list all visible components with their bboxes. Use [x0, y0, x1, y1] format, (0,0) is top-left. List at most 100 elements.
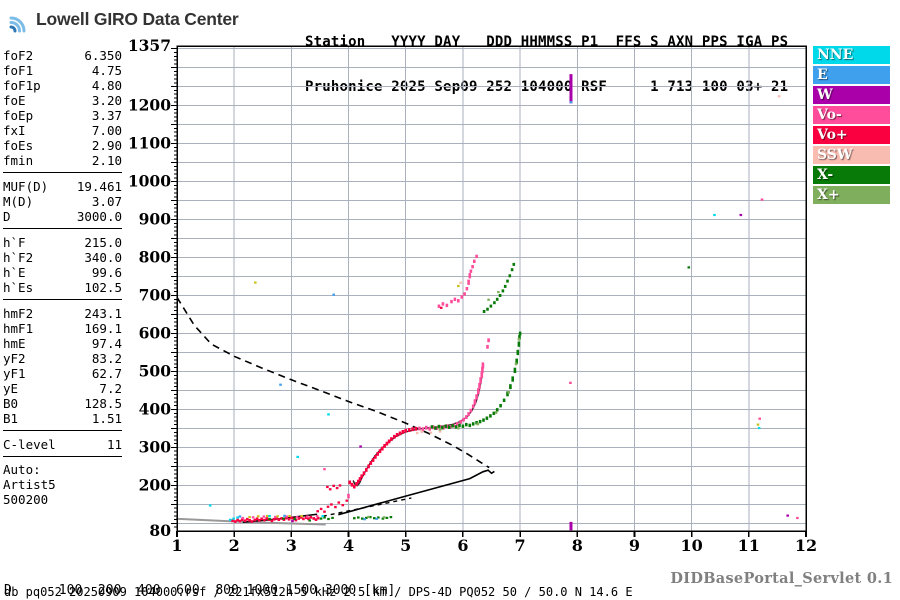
param-row-h`F: h`F 215.0: [3, 235, 122, 250]
echo-dot: [240, 518, 244, 521]
echo-dot: [739, 213, 743, 217]
echo-dot: [284, 516, 288, 520]
echo-dot: [447, 425, 451, 429]
echo-dot: [758, 417, 761, 420]
echo-dot: [381, 446, 384, 451]
echo-dot: [421, 427, 425, 432]
echo-direction-legend: NNE E W Vo- Vo+ SSW X- X+: [813, 46, 890, 206]
echo-dot: [465, 422, 468, 427]
echo-dot: [468, 273, 472, 279]
echo-dot: [513, 367, 517, 373]
echo-dot: [450, 299, 453, 304]
echo-dot: [275, 516, 278, 520]
parameter-group: h`F 215.0 h`F2 340.0 h`E 99.6 h`Es 102.5: [3, 231, 122, 300]
echo-dot: [459, 281, 462, 284]
autoscaler-info: Auto: Artist5 500200: [3, 462, 122, 507]
echo-dot: [453, 297, 457, 301]
echo-dot: [506, 279, 509, 283]
param-row-B1: B1 1.51: [3, 411, 122, 426]
echo-dot: [430, 425, 434, 429]
parameter-group: foF2 6.350 foF1 4.75 foF1p 4.80 foE 3.20 foEp 3.3…: [3, 44, 122, 173]
echo-dot: [760, 198, 764, 201]
echo-dot: [236, 518, 239, 522]
echo-dot: [786, 514, 789, 517]
echo-dot: [293, 517, 297, 521]
legend-item-W: W: [813, 86, 890, 104]
param-value: 128.5: [84, 396, 122, 411]
param-label: foF2: [3, 48, 34, 63]
echo-dot: [385, 441, 389, 446]
echo-dot: [251, 516, 255, 519]
param-row-C-level: C-level 11: [3, 437, 122, 452]
echo-dot: [290, 516, 293, 520]
series-x-e-region: [319, 516, 393, 521]
echo-dot: [411, 427, 414, 432]
param-row-hmF2: hmF2 243.1: [3, 306, 122, 321]
series-e-region-echoes: [231, 516, 320, 523]
echo-dot: [285, 515, 289, 518]
echo-dot: [511, 376, 514, 382]
x-axis-label: 12: [795, 536, 817, 555]
echo-dot: [457, 284, 460, 288]
echo-dot: [299, 516, 303, 519]
param-row-foEs: foEs 2.90: [3, 138, 122, 153]
echo-dot: [254, 281, 257, 284]
servlet-version: DIDBasePortal_Servlet 0.1: [670, 570, 893, 587]
param-label: M(D): [3, 194, 34, 209]
param-value: 83.2: [91, 351, 122, 366]
echo-dot: [497, 291, 500, 294]
echo-dot: [300, 514, 303, 518]
param-value: 62.7: [91, 366, 122, 381]
x-axis-label: 3: [286, 536, 297, 555]
echo-dot: [321, 515, 325, 518]
param-label: foF1: [3, 63, 34, 78]
echo-dot: [382, 516, 386, 519]
echo-dot: [461, 424, 465, 428]
param-label: hmF2: [3, 306, 34, 321]
echo-dot: [495, 408, 499, 412]
echo-dot: [353, 517, 356, 520]
param-value: 102.5: [84, 280, 122, 295]
param-label: h`F: [3, 235, 26, 250]
echo-dot: [350, 482, 354, 487]
param-value: 4.75: [91, 63, 122, 78]
echo-dot: [371, 458, 375, 462]
echo-dot: [438, 427, 442, 431]
auto-label: Auto:: [3, 462, 41, 477]
x-axis-label: 5: [400, 536, 411, 555]
echo-dot: [308, 519, 311, 522]
echo-dot: [270, 519, 274, 523]
echo-dot: [479, 377, 482, 384]
echo-dot: [482, 310, 486, 313]
echo-dot: [265, 517, 269, 520]
echo-dot: [376, 452, 379, 456]
echo-dot: [494, 411, 498, 414]
x-axis-label: 8: [572, 536, 583, 555]
echo-dot: [515, 358, 518, 364]
param-row-h`E: h`E 99.6: [3, 265, 122, 280]
echo-dot: [495, 297, 499, 301]
echo-dot: [506, 391, 509, 397]
echo-dot: [507, 391, 510, 394]
echo-dot: [367, 515, 370, 518]
echo-dot: [420, 430, 423, 433]
series-second-hop-accents: [439, 281, 500, 309]
echo-dot: [295, 515, 299, 519]
param-label: fmin: [3, 153, 34, 168]
param-row-h`F2: h`F2 340.0: [3, 250, 122, 265]
param-row-yE: yE 7.2: [3, 381, 122, 396]
echo-dot: [374, 455, 377, 459]
echo-dot: [302, 517, 305, 521]
echo-dot: [256, 515, 260, 518]
echo-dot: [363, 518, 366, 521]
legend-item-X+: X+: [813, 186, 890, 204]
echo-dot: [236, 516, 239, 519]
echo-dot: [493, 301, 496, 305]
echo-dot: [297, 517, 301, 520]
line-profile-valley: [322, 497, 412, 517]
echo-dot: [335, 486, 339, 490]
param-label: h`E: [3, 265, 26, 280]
y-axis-label: 80: [149, 521, 171, 540]
echo-dot: [482, 418, 485, 422]
